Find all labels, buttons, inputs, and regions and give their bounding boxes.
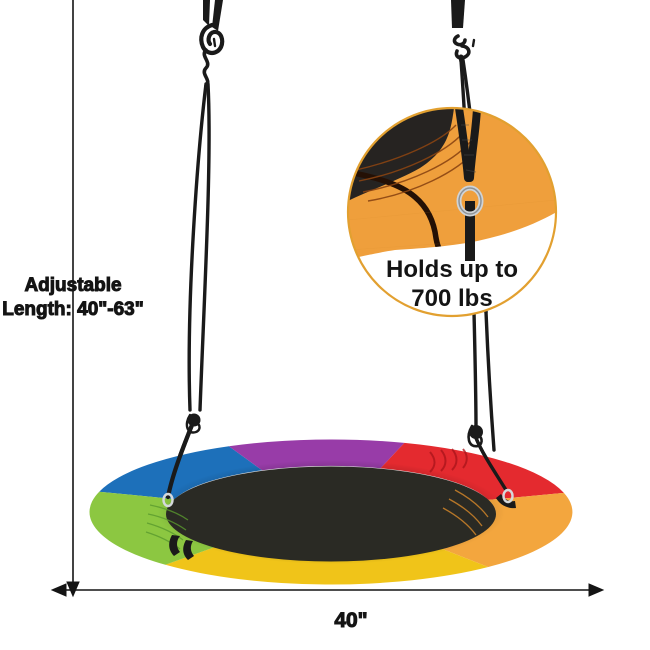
svg-text:Length: 40"-63": Length: 40"-63" [2, 299, 144, 320]
svg-text:40": 40" [334, 609, 367, 632]
svg-text:700 lbs: 700 lbs [411, 285, 492, 312]
svg-text:Adjustable: Adjustable [24, 275, 121, 296]
svg-text:Holds up to: Holds up to [386, 256, 518, 283]
